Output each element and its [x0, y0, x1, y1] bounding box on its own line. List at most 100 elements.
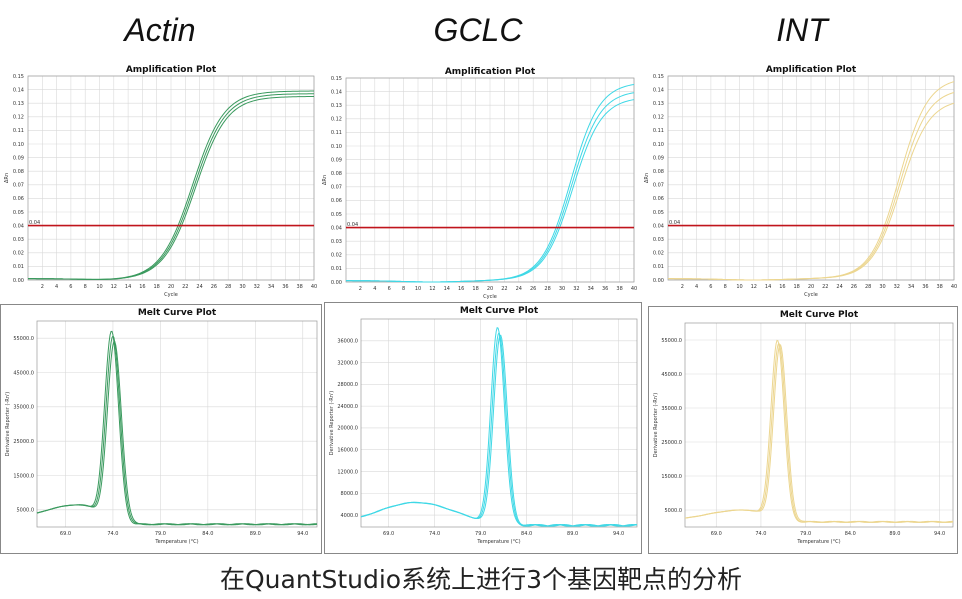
x-tick-label: 74.0	[755, 531, 766, 537]
x-tick-label: 84.0	[521, 531, 532, 537]
y-tick-label: 0.03	[653, 237, 664, 243]
y-tick-label: 0.03	[331, 239, 342, 245]
y-tick-label: 0.09	[331, 157, 342, 163]
y-tick-label: 0.14	[653, 87, 664, 93]
x-tick-label: 40	[951, 284, 957, 290]
x-tick-label: 22	[501, 286, 507, 292]
x-tick-label: 20	[487, 286, 493, 292]
plot-title: Melt Curve Plot	[780, 310, 859, 320]
int-melt-svg: Melt Curve Plot 5000.0 15000.0 25000.0 35000…	[653, 310, 954, 545]
x-tick-label: 14	[444, 286, 450, 292]
gclc-melt-curve-plot: Melt Curve Plot 4000.0 8000.0 12000.0 16000.…	[324, 302, 642, 554]
x-axis-label: Cycle	[164, 292, 178, 298]
x-tick-label: 94.0	[934, 531, 945, 537]
x-tick-label: 38	[297, 284, 303, 290]
y-tick-label: 0.02	[653, 251, 664, 257]
y-tick-label: 0.00	[653, 278, 664, 284]
x-axis-label: Cycle	[483, 294, 497, 300]
y-tick-label: 0.14	[13, 87, 24, 93]
gclc-melt-svg: Melt Curve Plot 4000.0 8000.0 12000.0 16000.…	[329, 306, 638, 545]
threshold-label: 0.04	[669, 220, 680, 226]
x-tick-label: 16	[458, 286, 464, 292]
x-tick-label: 12	[429, 286, 435, 292]
y-tick-label: 0.15	[331, 76, 342, 82]
x-tick-label: 18	[154, 284, 160, 290]
y-tick-label: 0.01	[653, 264, 664, 270]
x-tick-label: 2	[359, 286, 362, 292]
x-tick-label: 30	[239, 284, 245, 290]
x-tick-label: 10	[96, 284, 102, 290]
x-tick-label: 24	[196, 284, 202, 290]
plot-title: Melt Curve Plot	[138, 308, 217, 318]
x-tick-label: 14	[765, 284, 771, 290]
x-tick-label: 30	[559, 286, 565, 292]
x-tick-label: 79.0	[800, 531, 811, 537]
x-tick-label: 22	[182, 284, 188, 290]
y-tick-label: 0.13	[653, 101, 664, 107]
x-tick-label: 8	[724, 284, 727, 290]
x-tick-label: 32	[894, 284, 900, 290]
y-tick-label: 0.07	[13, 183, 24, 189]
gclc-amplification-plot: Amplification Plot 0.00 0.01 0.02 0.03 0.04 0.…	[320, 64, 638, 308]
gene-title-actin: Actin	[124, 12, 196, 48]
x-tick-label: 4	[695, 284, 698, 290]
melt-series-line	[684, 339, 954, 523]
x-tick-label: 18	[794, 284, 800, 290]
x-tick-label: 2	[681, 284, 684, 290]
y-tick-label: 0.07	[653, 183, 664, 189]
x-tick-label: 26	[530, 286, 536, 292]
y-tick-label: 0.13	[13, 101, 24, 107]
y-tick-label: 0.08	[653, 169, 664, 175]
y-tick-label: 0.15	[653, 74, 664, 80]
x-axis-label: Cycle	[804, 292, 818, 298]
x-tick-label: 8	[402, 286, 405, 292]
x-tick-label: 34	[588, 286, 594, 292]
x-tick-label: 84.0	[845, 531, 856, 537]
y-tick-label: 0.05	[653, 210, 664, 216]
y-tick-label: 45000.0	[13, 370, 34, 376]
plot-title: Melt Curve Plot	[460, 306, 539, 316]
y-tick-label: 35000.0	[661, 406, 682, 412]
y-tick-label: 0.01	[331, 266, 342, 272]
x-tick-label: 94.0	[297, 531, 308, 537]
y-tick-label: 0.05	[13, 210, 24, 216]
x-tick-label: 10	[736, 284, 742, 290]
x-axis-label: Temperature (°C)	[476, 539, 520, 545]
x-tick-label: 16	[139, 284, 145, 290]
melt-series-line	[684, 344, 954, 523]
y-tick-label: 0.10	[331, 144, 342, 150]
x-tick-label: 74.0	[429, 531, 440, 537]
y-tick-label: 25000.0	[13, 439, 34, 445]
y-tick-label: 0.00	[331, 280, 342, 286]
y-tick-label: 24000.0	[337, 404, 358, 410]
y-tick-label: 0.15	[13, 74, 24, 80]
x-tick-label: 36	[282, 284, 288, 290]
y-tick-label: 0.07	[331, 185, 342, 191]
x-tick-label: 12	[751, 284, 757, 290]
y-tick-label: 0.04	[331, 225, 342, 231]
x-tick-label: 38	[616, 286, 622, 292]
x-tick-label: 89.0	[250, 531, 261, 537]
y-tick-label: 0.02	[13, 251, 24, 257]
melt-series-line	[360, 331, 638, 527]
x-tick-label: 18	[472, 286, 478, 292]
x-tick-label: 28	[225, 284, 231, 290]
y-axis-label: Derivative Reporter (-Rn')	[5, 392, 11, 456]
x-tick-label: 24	[516, 286, 522, 292]
melt-series-line	[360, 326, 638, 527]
plot-frame	[360, 318, 638, 528]
y-tick-label: 0.13	[331, 103, 342, 109]
actin-melt-svg: Melt Curve Plot 5000.0 15000.0 25000.0 35000…	[5, 308, 318, 545]
y-tick-label: 0.06	[13, 196, 24, 202]
y-tick-label: 28000.0	[337, 382, 358, 388]
y-tick-label: 0.11	[331, 130, 342, 136]
y-tick-label: 15000.0	[661, 474, 682, 480]
plot-frame	[684, 322, 954, 528]
x-axis-label: Temperature (°C)	[154, 539, 198, 545]
y-tick-label: 15000.0	[13, 473, 34, 479]
plot-title: Amplification Plot	[766, 65, 857, 75]
amplification-series-line	[345, 99, 635, 283]
y-tick-label: 0.08	[13, 169, 24, 175]
y-tick-label: 36000.0	[337, 339, 358, 345]
x-tick-label: 12	[111, 284, 117, 290]
